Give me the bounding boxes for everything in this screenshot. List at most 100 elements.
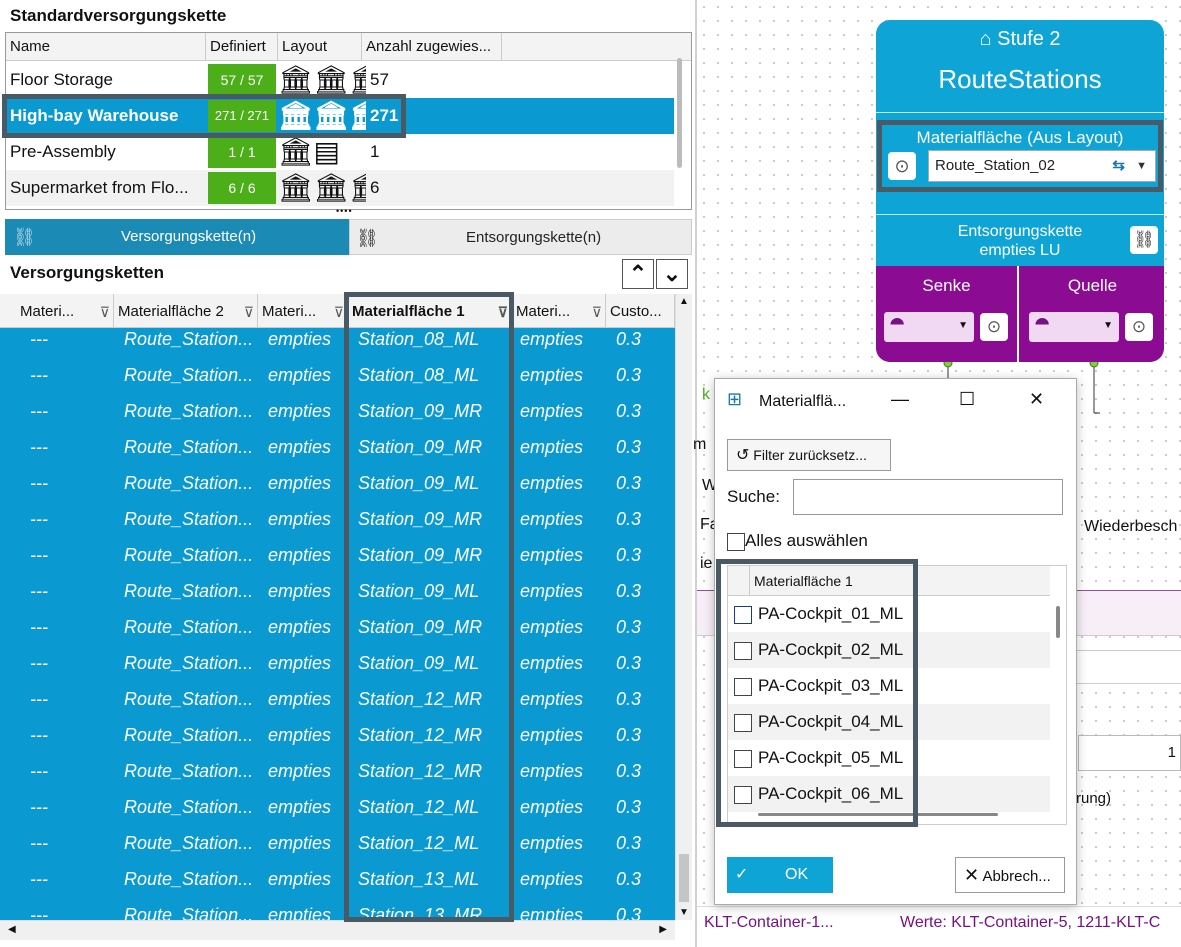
- table-row[interactable]: --- Route_Station... empties Station_09_ML e…: [0, 573, 675, 609]
- list-item[interactable]: PA-Cockpit_02_ML: [728, 632, 1050, 668]
- table-row[interactable]: --- Route_Station... empties Station_08_ML e…: [0, 321, 675, 357]
- source-select[interactable]: ⯊ ▼: [1029, 312, 1119, 342]
- locate-button[interactable]: ⊙: [980, 313, 1008, 341]
- material-area-filter-dialog[interactable]: ⊞ Materialflä... — ☐ ✕ ↺ Filter zurückse…: [714, 378, 1077, 905]
- table-row[interactable]: --- Route_Station... empties Station_13_MR e…: [0, 897, 675, 920]
- list-item[interactable]: PA-Cockpit_05_ML: [728, 740, 1050, 776]
- table2-vertical-scrollbar[interactable]: ▲ ▼: [675, 294, 692, 920]
- cancel-button[interactable]: ✕ Abbrech...: [955, 857, 1065, 893]
- standard-chain-table[interactable]: Name Definiert Layout Anzahl zugewies...…: [5, 32, 692, 210]
- list-item[interactable]: PA-Cockpit_03_ML: [728, 668, 1050, 704]
- panel-splitter[interactable]: [695, 0, 697, 947]
- table-row[interactable]: --- Route_Station... empties Station_12_MR e…: [0, 681, 675, 717]
- locate-button[interactable]: ⊙: [1125, 313, 1153, 341]
- table-cell: empties: [520, 617, 584, 637]
- close-button[interactable]: ✕: [1029, 389, 1045, 409]
- chevron-down-icon[interactable]: ▼: [1136, 160, 1147, 172]
- splitter-handle[interactable]: ••••: [336, 206, 353, 216]
- col-header-material[interactable]: Materi... ⊽: [512, 294, 606, 328]
- table-cell: Route_Station...: [124, 653, 254, 673]
- filter-icon[interactable]: ⊽: [591, 304, 602, 320]
- table-row[interactable]: --- Route_Station... empties Station_12_ML e…: [0, 825, 675, 861]
- table-row-selected[interactable]: High-bay Warehouse 271 / 271 🏛🏛🏛 271: [6, 98, 674, 134]
- table-row[interactable]: --- Route_Station... empties Station_09_ML e…: [0, 465, 675, 501]
- list-item[interactable]: PA-Cockpit_04_ML: [728, 704, 1050, 740]
- sink-select[interactable]: ⯊ ▼: [884, 312, 974, 342]
- table-cell: 0.3: [616, 653, 642, 673]
- table-row[interactable]: Supermarket from Flo... 6 / 6 🏛🏛🏛 6: [6, 170, 674, 206]
- move-up-button[interactable]: ⌃: [622, 259, 654, 289]
- select-all-checkbox[interactable]: Alles auswählen: [727, 531, 868, 551]
- table-row[interactable]: --- Route_Station... empties Station_09_MR e…: [0, 501, 675, 537]
- move-down-button[interactable]: ⌄: [656, 259, 688, 289]
- table-cell: Station_09_MR: [358, 545, 483, 565]
- table-cell: Station_13_ML: [358, 869, 480, 889]
- table-row[interactable]: --- Route_Station... empties Station_13_ML e…: [0, 861, 675, 897]
- col-header-defined[interactable]: Definiert: [206, 33, 278, 61]
- table-row[interactable]: --- Route_Station... empties Station_12_ML e…: [0, 789, 675, 825]
- table-row[interactable]: --- Route_Station... empties Station_09_ML e…: [0, 645, 675, 681]
- col-header-material[interactable]: Materi... ⊽: [0, 294, 114, 328]
- table-row[interactable]: --- Route_Station... empties Station_09_MR e…: [0, 429, 675, 465]
- filter-icon[interactable]: ⊽: [243, 304, 254, 320]
- search-input[interactable]: [793, 479, 1063, 515]
- filter-icon[interactable]: ⊽: [497, 304, 508, 320]
- item-checkbox[interactable]: [734, 677, 752, 696]
- item-checkbox[interactable]: [734, 713, 752, 732]
- list-hscrollbar-thumb[interactable]: [758, 813, 998, 816]
- item-checkbox[interactable]: [734, 605, 752, 624]
- table-row[interactable]: Pre-Assembly 1 / 1 🏛▤ 1: [6, 134, 674, 170]
- scroll-up-icon[interactable]: ▲: [679, 296, 689, 307]
- table-row[interactable]: --- Route_Station... empties Station_09_MR e…: [0, 609, 675, 645]
- tab-supply-chains[interactable]: ⛓ Versorgungskette(n): [5, 219, 349, 255]
- table-row[interactable]: --- Route_Station... empties Station_12_MR e…: [0, 717, 675, 753]
- col-header-name[interactable]: Name: [6, 33, 206, 61]
- scroll-down-icon[interactable]: ▼: [679, 907, 689, 918]
- filter-reset-button[interactable]: ↺ Filter zurücksetz...: [727, 439, 891, 471]
- material-area-list[interactable]: Materialfläche 1 PA-Cockpit_01_ML PA-Cock…: [727, 565, 1067, 825]
- col-header-count[interactable]: Anzahl zugewies...: [362, 33, 502, 61]
- table-cell: ---: [30, 725, 48, 745]
- table1-scrollbar-thumb[interactable]: [677, 58, 682, 168]
- dialog-titlebar[interactable]: ⊞ Materialflä... — ☐ ✕: [715, 379, 1076, 423]
- scrollbar-thumb[interactable]: [679, 854, 689, 902]
- table-row[interactable]: --- Route_Station... empties Station_09_MR e…: [0, 537, 675, 573]
- list-scrollbar-thumb[interactable]: [1056, 606, 1060, 638]
- table2-horizontal-scrollbar[interactable]: ◀ ▶: [0, 920, 675, 940]
- chain-link-button[interactable]: ⛓: [1130, 226, 1158, 254]
- scroll-left-icon[interactable]: ◀: [8, 924, 16, 935]
- item-checkbox[interactable]: [734, 641, 752, 660]
- item-checkbox[interactable]: [734, 749, 752, 768]
- list-item[interactable]: PA-Cockpit_06_ML: [728, 776, 1050, 812]
- table-row[interactable]: --- Route_Station... empties Station_12_MR e…: [0, 753, 675, 789]
- filter-icon[interactable]: ⊽: [333, 304, 344, 320]
- scroll-right-icon[interactable]: ▶: [659, 924, 667, 935]
- chevron-down-icon[interactable]: ▼: [1103, 320, 1113, 331]
- chevron-down-icon[interactable]: ▼: [958, 320, 968, 331]
- ok-button[interactable]: ✓ OK: [727, 857, 833, 893]
- col-header-area2[interactable]: Materialfläche 2 ⊽: [114, 294, 258, 328]
- item-label: PA-Cockpit_03_ML: [758, 676, 904, 695]
- list-item[interactable]: PA-Cockpit_01_ML: [728, 596, 1050, 632]
- table-cell: ---: [30, 365, 48, 385]
- row-count: 271: [370, 106, 399, 125]
- col-header-layout[interactable]: Layout: [278, 33, 362, 61]
- material-area-select[interactable]: Route_Station_02 ⇆ ▼: [928, 150, 1156, 182]
- supply-chains-table[interactable]: Materi... ⊽ Materialfläche 2 ⊽ Materi... ⊽ …: [0, 294, 675, 920]
- minimize-button[interactable]: —: [891, 389, 909, 409]
- table-cell: Station_09_MR: [358, 437, 483, 457]
- checkbox[interactable]: [727, 532, 745, 551]
- col-header-custom[interactable]: Custo...: [606, 294, 675, 328]
- table-row[interactable]: Floor Storage 57 / 57 🏛🏛🏛 57: [6, 62, 674, 98]
- table-row[interactable]: --- Route_Station... empties Station_08_ML e…: [0, 357, 675, 393]
- bg-input[interactable]: 1: [1078, 735, 1181, 771]
- tab-disposal-chains[interactable]: ⛓ Entsorgungskette(n): [349, 219, 692, 255]
- list-header-label[interactable]: Materialfläche 1: [754, 573, 853, 589]
- table-cell: empties: [268, 509, 332, 529]
- locate-button[interactable]: ⊙: [888, 152, 916, 180]
- chain-tabs: ⛓ Versorgungskette(n) ⛓ Entsorgungskette…: [5, 219, 692, 255]
- item-checkbox[interactable]: [734, 785, 752, 804]
- maximize-button[interactable]: ☐: [959, 389, 976, 409]
- filter-icon[interactable]: ⊽: [99, 304, 110, 320]
- table-row[interactable]: --- Route_Station... empties Station_09_MR e…: [0, 393, 675, 429]
